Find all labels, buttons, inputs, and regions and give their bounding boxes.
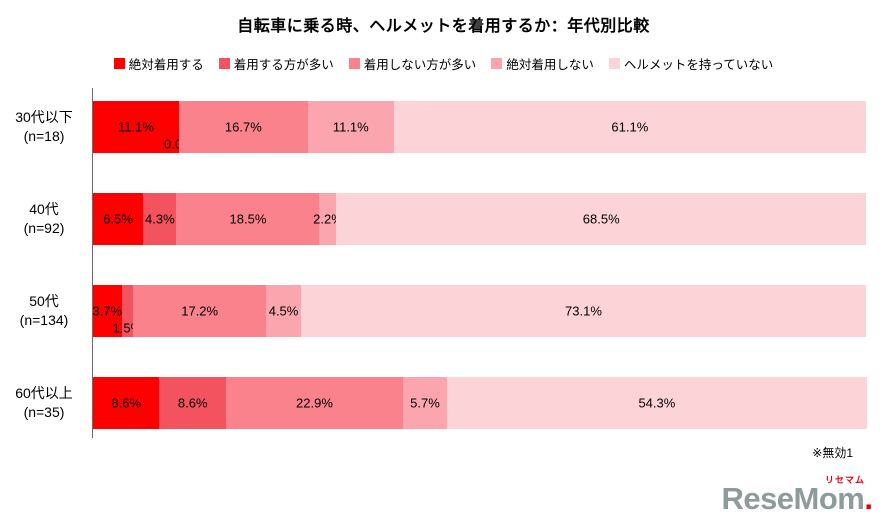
bar-segment xyxy=(133,285,267,337)
chart-plot: 30代以下(n=18)11.1%0.0%16.7%11.1%61.1%40代(n… xyxy=(0,88,887,438)
value-label: 18.5% xyxy=(229,211,267,227)
bar-row: 11.1%0.0%16.7%11.1%61.1% xyxy=(93,101,866,153)
bar-segment xyxy=(176,193,320,245)
value-label: 5.7% xyxy=(410,395,440,411)
legend-label: 着用する方が多い xyxy=(233,58,334,72)
bar-segment xyxy=(159,377,226,429)
category-n: (n=18) xyxy=(23,128,65,144)
bar-segment xyxy=(336,193,866,245)
bar-segment xyxy=(447,377,867,429)
bar-row: 6.5% 4.3% 18.5% 2.2% 68.5% xyxy=(93,193,866,245)
legend-swatch xyxy=(608,58,620,69)
legend-swatch xyxy=(348,58,360,69)
category-n: (n=35) xyxy=(23,404,65,420)
bar-segment xyxy=(121,285,134,337)
legend-swatch xyxy=(113,58,125,69)
bar-segment xyxy=(178,101,308,153)
category-name: 50代 xyxy=(29,293,59,309)
legend-label: 絶対着用しない xyxy=(506,58,594,72)
bar-segment xyxy=(307,101,394,153)
value-label: 54.3% xyxy=(638,395,676,411)
bar-segment xyxy=(143,193,177,245)
y-axis-line xyxy=(92,88,93,438)
value-label: 11.1% xyxy=(332,119,369,135)
legend-item: 絶対着用しない xyxy=(491,54,594,73)
value-label: 61.1% xyxy=(611,119,649,135)
value-label: 22.9% xyxy=(296,395,333,411)
legend: 絶対着用する 着用する方が多い 着用しない方が多い 絶対着用しない ヘルメットを持ってい… xyxy=(0,54,887,73)
category-label: 50代 (n=134) xyxy=(0,292,88,330)
value-label: 4.3% xyxy=(145,211,175,227)
legend-item: ヘルメットを持っていない xyxy=(608,54,774,73)
resemom-logo: リセマム ReseMom. xyxy=(721,475,873,516)
value-label: 8.6% xyxy=(177,395,208,411)
category-name: 40代 xyxy=(29,201,59,217)
logo-text: ReseMom xyxy=(721,481,865,516)
legend-item: 絶対着用する xyxy=(113,54,204,73)
logo-dot: . xyxy=(864,481,873,516)
category-name: 60代以上 xyxy=(15,385,73,401)
value-label: 16.7% xyxy=(224,119,262,135)
value-label: 11.1% xyxy=(117,119,154,135)
legend-label: ヘルメットを持っていない xyxy=(623,58,774,72)
value-label: 17.2% xyxy=(181,303,219,319)
value-label: 3.7% xyxy=(92,303,123,319)
legend-swatch xyxy=(491,58,503,69)
legend-item: 着用する方が多い xyxy=(218,54,334,73)
category-label: 60代以上 (n=35) xyxy=(0,384,88,422)
bar-segment xyxy=(93,377,160,429)
category-label: 40代 (n=92) xyxy=(0,200,88,238)
value-label: 6.5% xyxy=(103,211,133,227)
chart-title: 自転車に乗る時、ヘルメットを着用するか：年代別比較 xyxy=(237,18,650,35)
bar-segment xyxy=(393,101,866,153)
bar-row: 8.6% 8.6% 22.9% 5.7% 54.3% xyxy=(93,377,867,429)
bar-segment xyxy=(300,285,866,337)
bar-segment xyxy=(319,193,337,245)
value-label: 2.2% xyxy=(313,211,343,227)
legend-label: 絶対着用する xyxy=(128,58,204,72)
value-label: 8.6% xyxy=(111,395,142,411)
footnote: ※無効1 xyxy=(812,446,853,460)
value-label: 73.1% xyxy=(565,303,602,319)
bar-row: 3.7% 1.5% 17.2% 4.5% 73.1% xyxy=(92,285,866,337)
legend-swatch xyxy=(218,58,230,69)
bar-segment xyxy=(93,193,144,245)
value-label: 4.5% xyxy=(268,303,299,319)
value-label: 68.5% xyxy=(582,211,620,227)
category-n: (n=92) xyxy=(23,220,65,236)
category-n: (n=134) xyxy=(19,312,69,328)
bar-segment xyxy=(93,285,122,337)
category-label: 30代以下 (n=18) xyxy=(0,108,88,146)
category-name: 30代以下 xyxy=(15,109,73,125)
logo-kana: リセマム xyxy=(824,475,865,485)
legend-item: 着用しない方が多い xyxy=(348,54,477,73)
bar-segment xyxy=(93,101,179,153)
bar-segment xyxy=(266,285,301,337)
legend-label: 着用しない方が多い xyxy=(363,58,477,72)
bar-segment xyxy=(402,377,448,429)
bar-segment xyxy=(225,377,403,429)
